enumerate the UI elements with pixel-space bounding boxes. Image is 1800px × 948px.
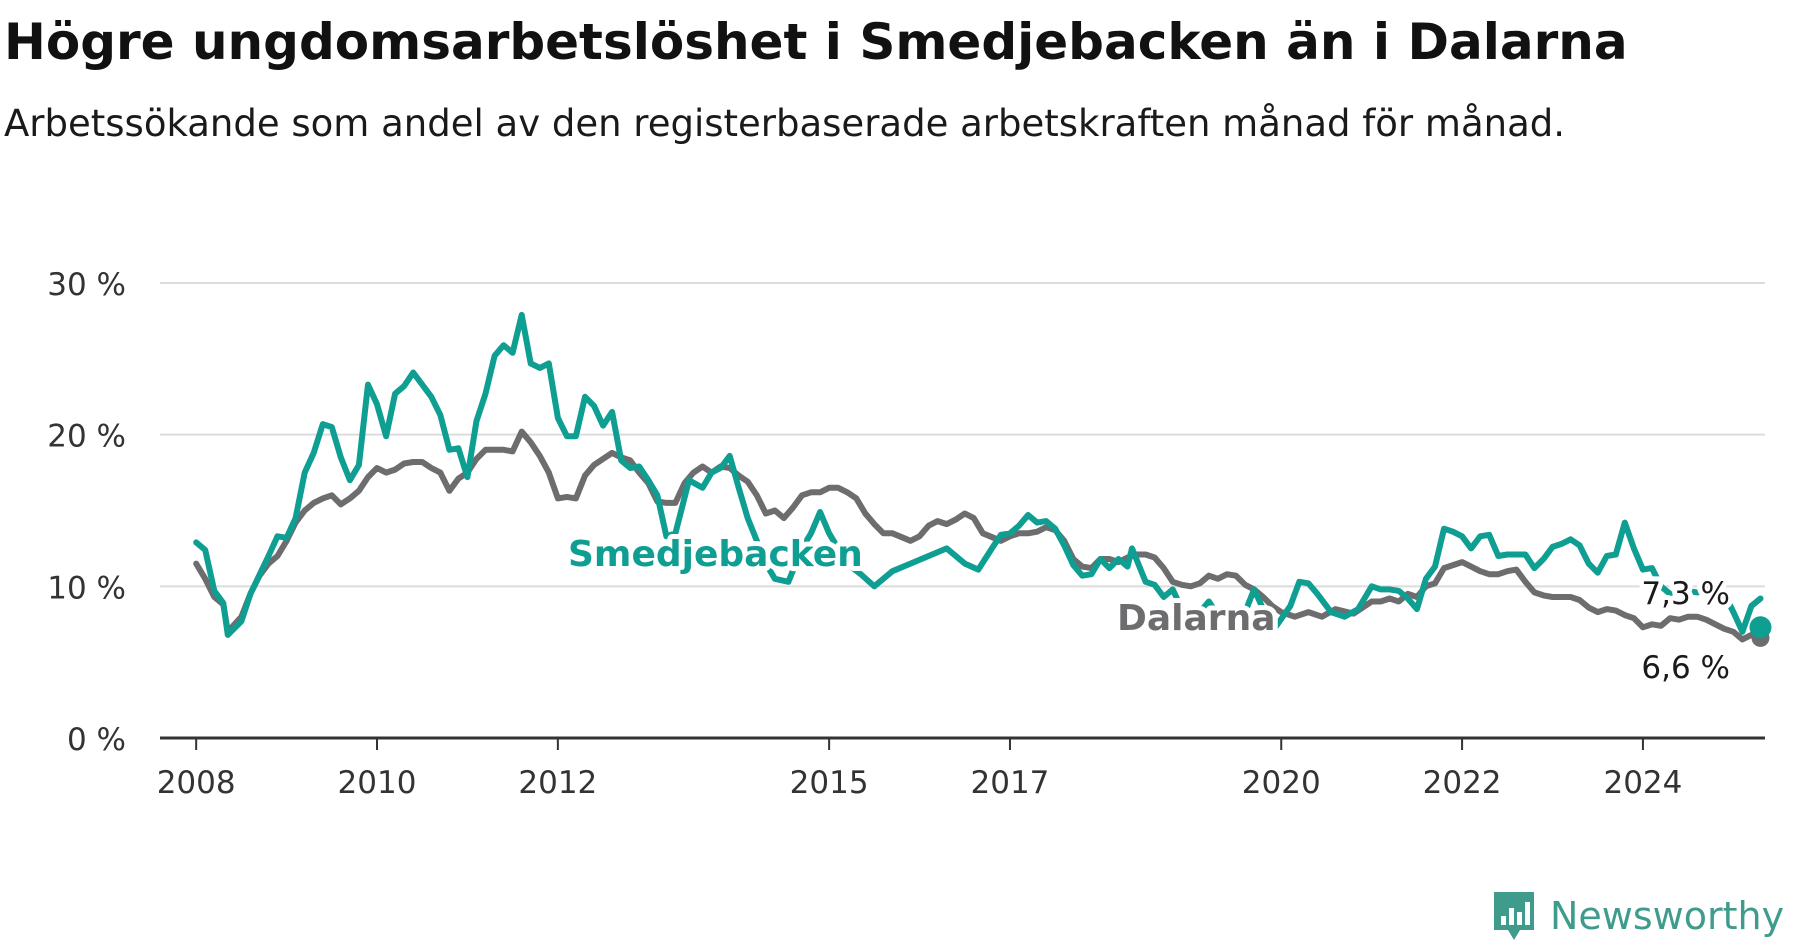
series-label-smedjebacken-halo: Smedjebacken — [568, 534, 863, 575]
series-line-smedjebacken — [193, 311, 1764, 638]
series-label-dalarna-halo: Dalarna — [1117, 598, 1275, 639]
chart-title: Högre ungdomsarbetslöshet i Smedjebacken… — [4, 13, 1628, 71]
series-label-dalarna: Dalarna — [1117, 598, 1275, 639]
chart-subtitle: Arbetssökande som andel av den registerb… — [4, 102, 1565, 145]
y-axis: 0 % 10 % 20 % 30 % — [47, 267, 126, 758]
newsworthy-logo-text: Newsworthy — [1550, 894, 1785, 938]
end-marker-smedjebacken — [1749, 616, 1772, 639]
end-label-smedjebacken: 7,3 % — [1641, 576, 1730, 612]
series-label-smedjebacken: Smedjebacken — [568, 534, 863, 575]
series-line-dalarna — [193, 428, 1764, 643]
y-tick-label: 30 % — [47, 267, 126, 303]
x-tick-label: 2022 — [1423, 765, 1502, 801]
x-tick-label: 2024 — [1603, 765, 1682, 801]
grid-lines — [160, 282, 1765, 588]
y-tick-label: 20 % — [47, 419, 126, 455]
x-axis: 2008 2010 2012 2015 2017 2020 2022 2024 — [157, 736, 1765, 801]
end-label-dalarna: 6,6 % — [1641, 650, 1730, 686]
y-tick-label: 0 % — [67, 722, 126, 758]
end-label-smedjebacken-halo: 7,3 % — [1641, 576, 1730, 612]
series-labels: 7,3 %7,3 %6,6 %6,6 %SmedjebackenSmedjeba… — [563, 529, 1735, 691]
x-tick-label: 2020 — [1242, 765, 1321, 801]
newsworthy-logo-icon — [1494, 892, 1534, 940]
end-label-dalarna-halo: 6,6 % — [1641, 650, 1730, 686]
x-tick-label: 2012 — [518, 765, 597, 801]
newsworthy-logo: Newsworthy — [1490, 888, 1784, 944]
x-tick-label: 2015 — [790, 765, 869, 801]
series-lines — [193, 311, 1772, 647]
x-tick-label: 2008 — [157, 765, 236, 801]
x-tick-label: 2010 — [338, 765, 417, 801]
y-tick-label: 10 % — [47, 570, 126, 606]
x-tick-label: 2017 — [971, 765, 1050, 801]
